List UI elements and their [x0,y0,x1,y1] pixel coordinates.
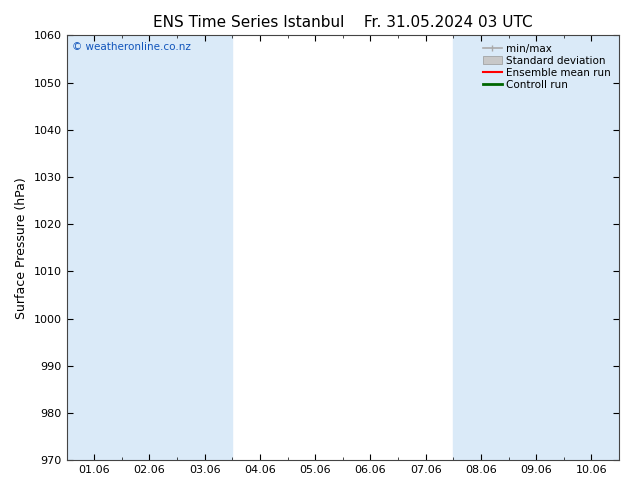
Bar [122,35,177,460]
Bar [508,35,564,460]
Bar [177,35,232,460]
Bar [67,35,122,460]
Y-axis label: Surface Pressure (hPa): Surface Pressure (hPa) [15,177,28,318]
Title: ENS Time Series Istanbul    Fr. 31.05.2024 03 UTC: ENS Time Series Istanbul Fr. 31.05.2024 … [153,15,533,30]
Text: © weatheronline.co.nz: © weatheronline.co.nz [72,42,191,52]
Bar [564,35,619,460]
Legend: min/max, Standard deviation, Ensemble mean run, Controll run: min/max, Standard deviation, Ensemble me… [480,41,614,93]
Bar [453,35,508,460]
